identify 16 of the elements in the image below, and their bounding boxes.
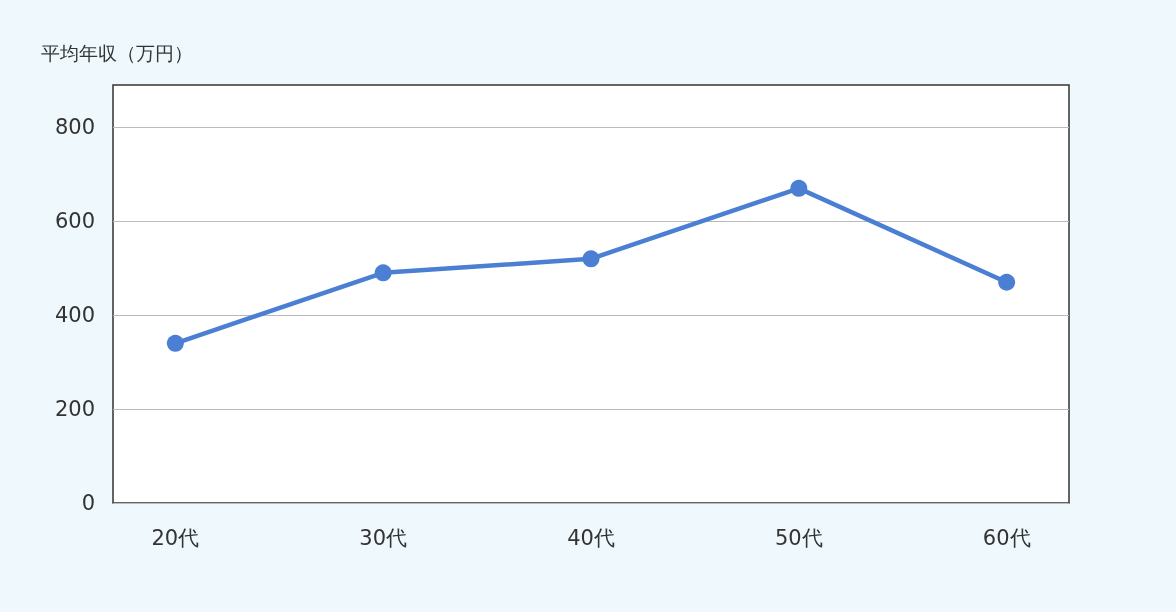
x-tick-label: 30代 bbox=[359, 525, 408, 550]
point bbox=[790, 179, 808, 197]
y-tick-label: 400 bbox=[54, 303, 95, 328]
x-tick-label: 20代 bbox=[151, 525, 200, 550]
point bbox=[998, 273, 1016, 291]
y-tick-label: 200 bbox=[54, 397, 95, 422]
x-tick-label: 60代 bbox=[982, 525, 1031, 550]
y-tick-label: 800 bbox=[54, 115, 95, 140]
x-tick-label: 50代 bbox=[774, 525, 823, 550]
point bbox=[582, 250, 600, 268]
point bbox=[374, 264, 392, 282]
x-tick-label: 40代 bbox=[567, 525, 615, 550]
y-tick-label: 0 bbox=[81, 491, 95, 515]
y-tick-label: 600 bbox=[54, 209, 95, 234]
point bbox=[166, 334, 184, 352]
y-axis-title: 平均年収（万円） bbox=[41, 41, 193, 64]
